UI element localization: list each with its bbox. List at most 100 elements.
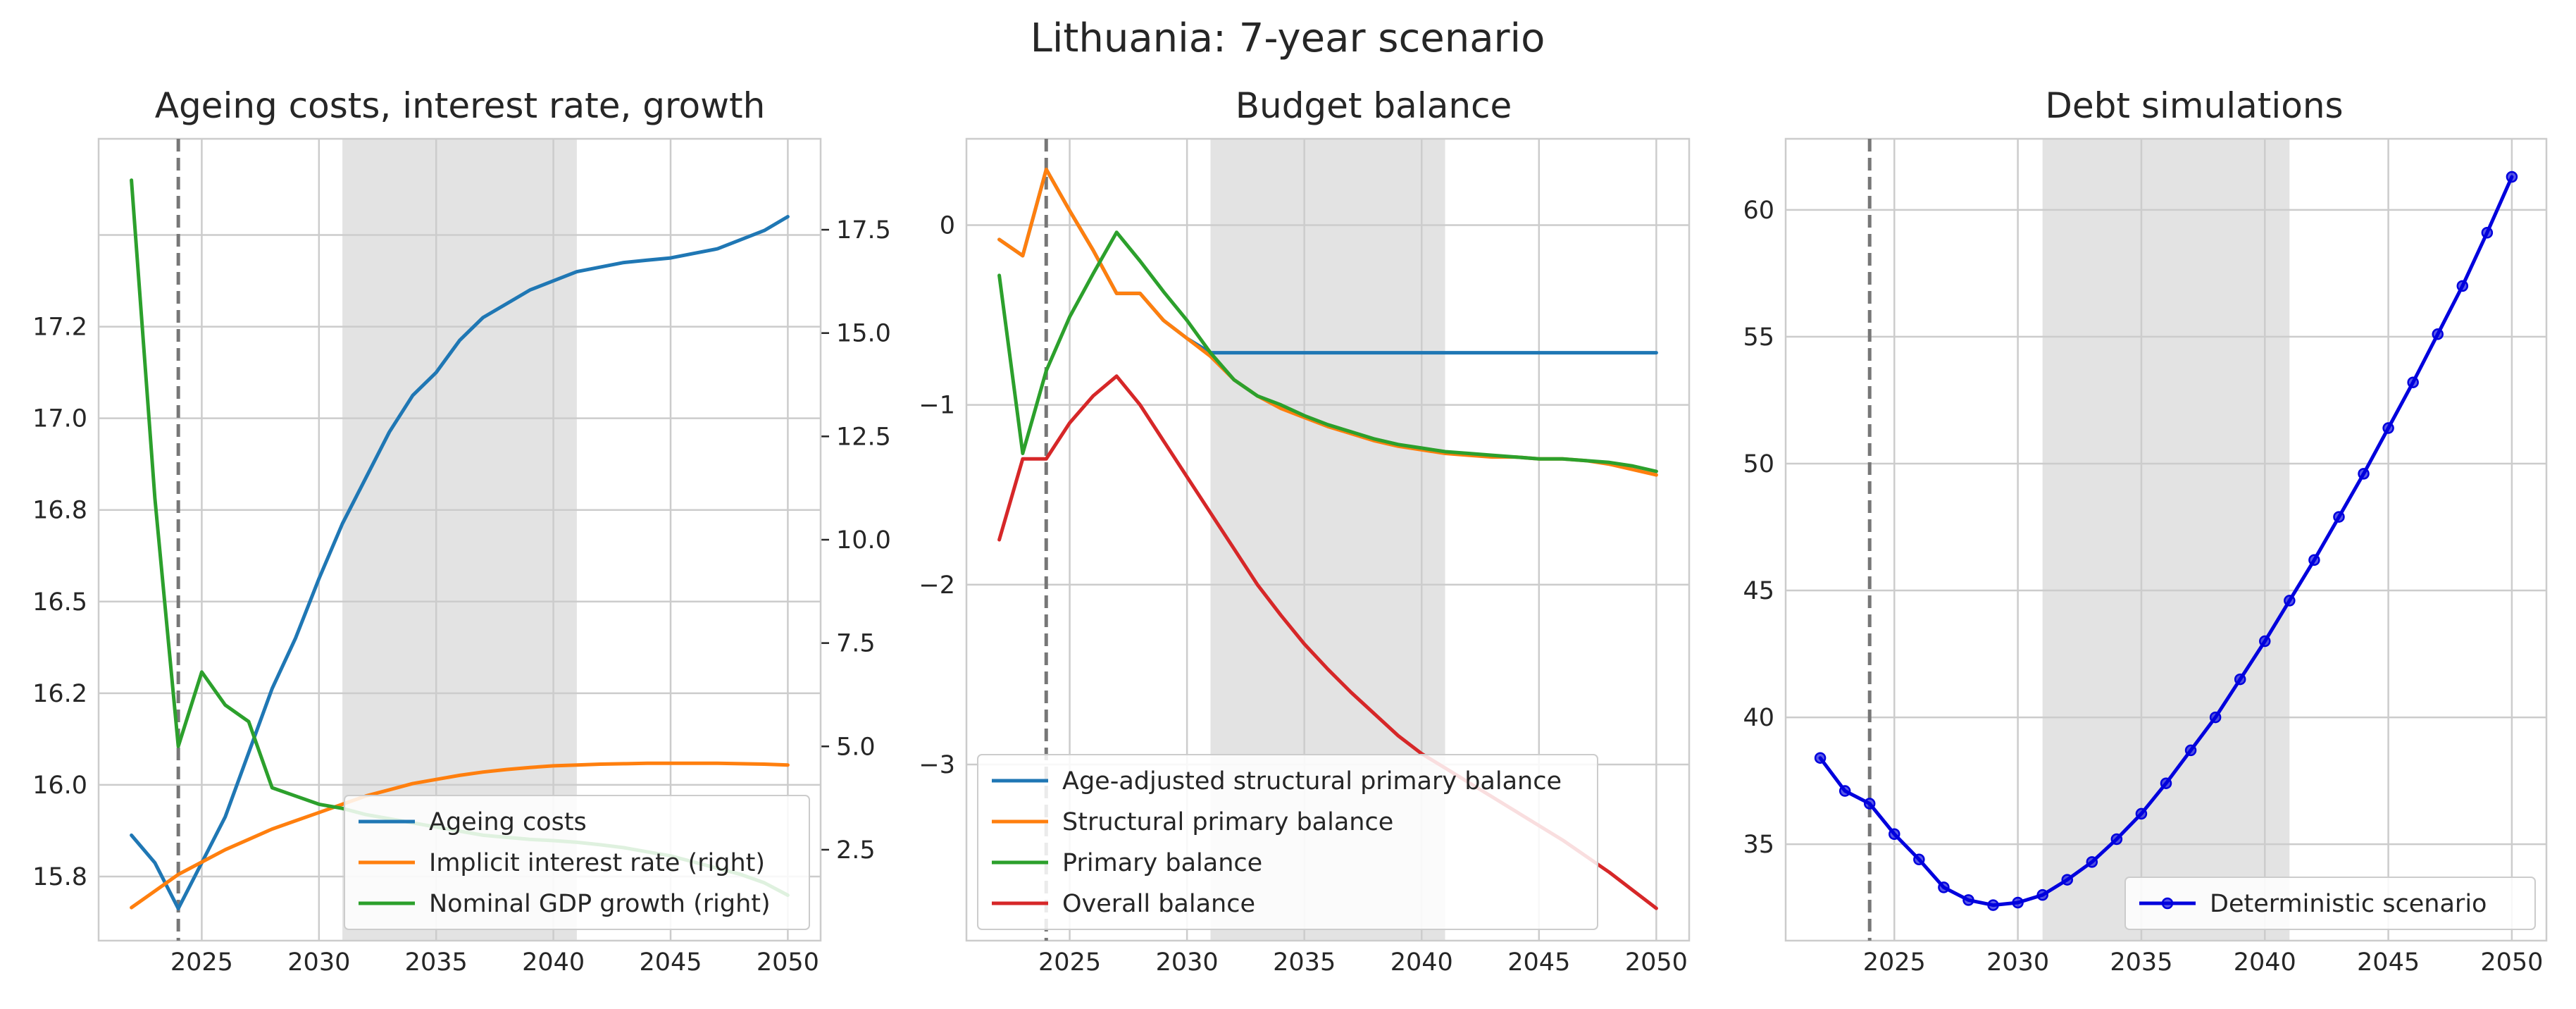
- panel-budget-balance: Budget balance 2025 2030 2035 2040 2045 2050 −…: [919, 85, 1691, 977]
- figure-title: Lithuania: 7-year scenario: [1031, 16, 1545, 61]
- x-tick-label: 2045: [639, 948, 702, 977]
- y2-tick-label: 5.0: [836, 733, 876, 761]
- y2-tick-label: 2.5: [836, 836, 876, 865]
- y-tick-label: 17.2: [32, 314, 87, 342]
- data-point: [2432, 328, 2444, 340]
- data-point: [2358, 468, 2370, 480]
- data-point: [2284, 595, 2296, 607]
- y-tick-label: 40: [1743, 704, 1774, 732]
- data-point: [2407, 376, 2419, 388]
- data-point: [2333, 511, 2345, 523]
- x-tick-label: 2030: [287, 948, 350, 977]
- series-line: [130, 761, 790, 910]
- y2-tick-label: 17.5: [836, 216, 891, 244]
- axes-frame: [965, 137, 1691, 942]
- x-tick-label: 2040: [522, 948, 585, 977]
- y-tick-label: 16.2: [32, 680, 87, 708]
- x-tick-label: 2025: [1863, 948, 1926, 977]
- legend-label: Structural primary balance: [1062, 808, 1393, 836]
- data-point: [2308, 554, 2320, 567]
- data-point: [2012, 896, 2024, 909]
- x-tick-label: 2050: [1625, 948, 1688, 977]
- axes-frame: [97, 137, 822, 942]
- x-tick-label: 2030: [1986, 948, 2049, 977]
- data-point: [2135, 807, 2148, 820]
- y-tick-label: 50: [1743, 450, 1774, 478]
- legend: Age-adjusted structural primary balance S…: [977, 754, 1598, 930]
- legend-marker: [2161, 897, 2174, 910]
- x-tick-label: 2025: [1038, 948, 1101, 977]
- legend-label: Implicit interest rate (right): [429, 849, 765, 877]
- plot-area-budget-balance: 2025 2030 2035 2040 2045 2050 −3 −2 −1 0 Age-adjus…: [919, 137, 1691, 977]
- y-tick-label: 15.8: [32, 863, 87, 891]
- data-point: [2456, 280, 2469, 292]
- y-tick-label: 16.0: [32, 772, 87, 800]
- data-point: [1987, 899, 1999, 911]
- data-point: [2086, 856, 2098, 868]
- y-tick-label: −3: [919, 751, 955, 779]
- x-tick-label: 2030: [1156, 948, 1219, 977]
- panel-ageing-costs: Ageing costs, interest rate, growth 2025…: [32, 85, 891, 977]
- y2-tick-label: 12.5: [836, 423, 891, 451]
- data-point: [1938, 881, 1950, 893]
- y2-tick-label: 7.5: [836, 630, 876, 658]
- x-tick-label: 2050: [2480, 948, 2543, 977]
- x-tick-label: 2035: [405, 948, 468, 977]
- legend-label: Overall balance: [1062, 890, 1255, 918]
- legend-label: Primary balance: [1062, 849, 1262, 877]
- x-tick-label: 2035: [2110, 948, 2172, 977]
- data-point: [2110, 833, 2123, 846]
- data-point: [2061, 874, 2073, 886]
- data-point: [1814, 752, 1827, 764]
- data-point: [2506, 171, 2518, 183]
- data-point: [1838, 785, 1851, 797]
- legend-box: [2124, 877, 2536, 930]
- data-point: [2036, 889, 2048, 901]
- x-tick-label: 2045: [1507, 948, 1570, 977]
- data-point: [2184, 744, 2197, 757]
- y-tick-label: −1: [919, 392, 955, 420]
- y-tick-label: 0: [940, 211, 955, 240]
- plot-area-ageing-costs: 2025 2030 2035 2040 2045 2050 15.8 16.0 16.2 16.5…: [32, 137, 891, 977]
- data-point: [2481, 226, 2494, 239]
- data-point: [2382, 422, 2394, 434]
- data-point: [2209, 711, 2222, 724]
- legend-box: [977, 754, 1598, 930]
- y-tick-label: 45: [1743, 577, 1774, 605]
- y-tick-label: 16.5: [32, 588, 87, 617]
- data-point: [1889, 828, 1900, 840]
- y2-tick-label: 10.0: [836, 526, 891, 555]
- panel-title-debt-simulations: Debt simulations: [2045, 85, 2343, 126]
- data-point: [1863, 798, 1876, 810]
- legend-label: Deterministic scenario: [2210, 890, 2487, 918]
- legend-label: Ageing costs: [429, 808, 587, 836]
- legend-box: [344, 795, 810, 930]
- legend-label: Age-adjusted structural primary balance: [1062, 767, 1562, 796]
- x-tick-label: 2045: [2357, 948, 2420, 977]
- series-line: [997, 230, 1658, 473]
- data-point: [1913, 853, 1925, 866]
- y-tick-label: 16.8: [32, 497, 87, 525]
- data-point: [2234, 673, 2246, 686]
- legend-label: Nominal GDP growth (right): [429, 890, 771, 918]
- x-tick-label: 2040: [1390, 948, 1453, 977]
- y-tick-label: 55: [1743, 323, 1774, 352]
- legend: Ageing costs Implicit interest rate (righ…: [344, 795, 810, 930]
- legend: Deterministic scenario: [2124, 877, 2536, 930]
- x-tick-label: 2050: [757, 948, 819, 977]
- plot-area-debt-simulations: 2025 2030 2035 2040 2045 2050 35 40 45 50 55 60 Dete…: [1743, 137, 2548, 977]
- panel-debt-simulations: Debt simulations 2025 2030 2035 2040 2045 205…: [1743, 85, 2548, 977]
- panel-title-budget-balance: Budget balance: [1236, 85, 1512, 126]
- x-tick-label: 2035: [1273, 948, 1336, 977]
- axes-frame: [1784, 137, 2548, 942]
- y-tick-label: 60: [1743, 197, 1774, 225]
- data-point: [1962, 894, 1974, 906]
- data-point: [2259, 635, 2271, 648]
- y-tick-label: 17.0: [32, 405, 87, 433]
- data-point: [2160, 777, 2172, 789]
- panel-title-ageing-costs: Ageing costs, interest rate, growth: [155, 85, 766, 126]
- y-tick-label: 35: [1743, 831, 1774, 859]
- x-tick-label: 2025: [170, 948, 233, 977]
- series-line: [130, 215, 790, 910]
